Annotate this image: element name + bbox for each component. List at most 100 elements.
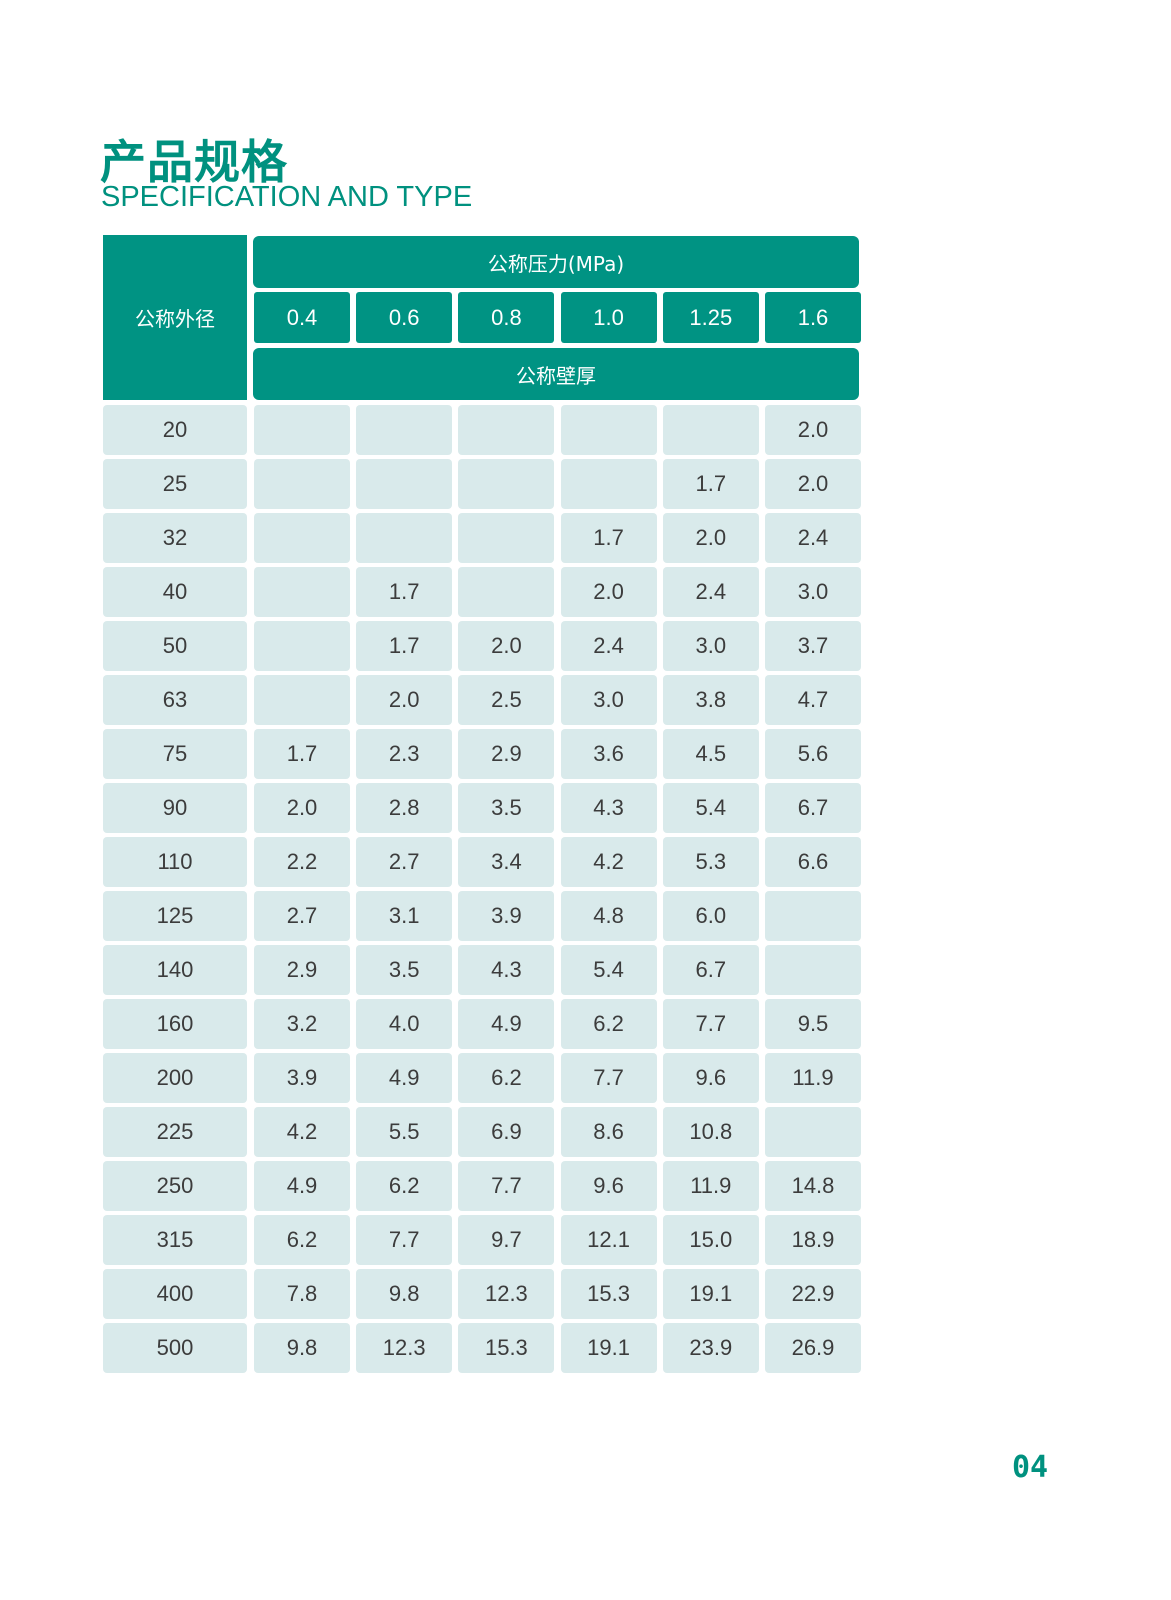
pressure-column-header: 0.4	[254, 292, 350, 343]
thickness-cell	[765, 891, 861, 941]
thickness-cell	[254, 621, 350, 671]
thickness-cell: 2.0	[560, 567, 657, 617]
thickness-cell: 1.7	[356, 621, 453, 671]
thickness-cell	[662, 405, 759, 455]
thickness-cell: 2.0	[254, 783, 350, 833]
outer-diameter-cell: 225	[103, 1107, 247, 1157]
thickness-cell: 14.8	[765, 1161, 861, 1211]
thickness-cell: 3.0	[765, 567, 861, 617]
outer-diameter-cell: 500	[103, 1323, 247, 1373]
thickness-cell: 7.7	[662, 999, 759, 1049]
page-number: 04	[1012, 1450, 1049, 1485]
outer-diameter-cell: 50	[103, 621, 247, 671]
thickness-cell: 3.9	[458, 891, 555, 941]
thickness-cell: 9.7	[458, 1215, 555, 1265]
thickness-cell: 2.7	[254, 891, 350, 941]
outer-diameter-cell: 400	[103, 1269, 247, 1319]
thickness-cell: 12.1	[560, 1215, 657, 1265]
thickness-cell: 7.7	[356, 1215, 453, 1265]
thickness-cell: 9.5	[765, 999, 861, 1049]
thickness-cell: 2.7	[356, 837, 453, 887]
thickness-cell: 2.0	[458, 621, 555, 671]
thickness-cell	[254, 675, 350, 725]
thickness-cell	[765, 1107, 861, 1157]
thickness-cell: 11.9	[662, 1161, 759, 1211]
thickness-cell: 4.9	[254, 1161, 350, 1211]
pressure-column-header: 0.8	[458, 292, 555, 343]
thickness-cell: 4.9	[356, 1053, 453, 1103]
thickness-cell: 5.4	[662, 783, 759, 833]
thickness-cell: 3.2	[254, 999, 350, 1049]
thickness-cell: 5.6	[765, 729, 861, 779]
thickness-cell	[356, 513, 453, 563]
outer-diameter-cell: 75	[103, 729, 247, 779]
thickness-cell	[458, 513, 555, 563]
thickness-cell: 4.0	[356, 999, 453, 1049]
outer-diameter-cell: 90	[103, 783, 247, 833]
outer-diameter-cell: 200	[103, 1053, 247, 1103]
outer-diameter-cell: 125	[103, 891, 247, 941]
thickness-cell: 5.5	[356, 1107, 453, 1157]
outer-diameter-cell: 20	[103, 405, 247, 455]
outer-diameter-cell: 110	[103, 837, 247, 887]
thickness-cell	[458, 405, 555, 455]
thickness-cell	[458, 459, 555, 509]
outer-diameter-cell: 160	[103, 999, 247, 1049]
thickness-cell	[356, 459, 453, 509]
thickness-cell: 3.9	[254, 1053, 350, 1103]
thickness-cell: 7.8	[254, 1269, 350, 1319]
thickness-cell: 23.9	[662, 1323, 759, 1373]
outer-diameter-cell: 32	[103, 513, 247, 563]
thickness-cell	[560, 405, 657, 455]
page-title-en: SPECIFICATION AND TYPE	[101, 181, 473, 213]
wall-thickness-header: 公称壁厚	[253, 348, 859, 400]
thickness-cell: 3.5	[458, 783, 555, 833]
thickness-cell: 5.4	[560, 945, 657, 995]
outer-diameter-cell: 315	[103, 1215, 247, 1265]
thickness-cell: 6.0	[662, 891, 759, 941]
outer-diameter-cell: 40	[103, 567, 247, 617]
thickness-cell: 4.8	[560, 891, 657, 941]
thickness-cell: 4.7	[765, 675, 861, 725]
pressure-header: 公称压力(MPa)	[253, 236, 859, 288]
pressure-column-header: 0.6	[356, 292, 453, 343]
thickness-cell: 3.4	[458, 837, 555, 887]
thickness-cell: 15.3	[560, 1269, 657, 1319]
thickness-cell: 6.7	[662, 945, 759, 995]
thickness-cell: 26.9	[765, 1323, 861, 1373]
thickness-cell	[765, 945, 861, 995]
thickness-cell: 2.4	[765, 513, 861, 563]
thickness-cell: 2.9	[254, 945, 350, 995]
thickness-cell: 3.1	[356, 891, 453, 941]
thickness-cell: 1.7	[356, 567, 453, 617]
thickness-cell: 4.5	[662, 729, 759, 779]
thickness-cell: 2.0	[765, 459, 861, 509]
thickness-cell: 2.4	[560, 621, 657, 671]
thickness-cell: 10.8	[662, 1107, 759, 1157]
thickness-cell: 4.2	[254, 1107, 350, 1157]
thickness-cell: 6.2	[560, 999, 657, 1049]
thickness-cell: 9.8	[254, 1323, 350, 1373]
thickness-cell	[356, 405, 453, 455]
page-title-cn: 产品规格	[100, 135, 288, 189]
thickness-cell: 4.9	[458, 999, 555, 1049]
thickness-cell: 9.8	[356, 1269, 453, 1319]
thickness-cell: 9.6	[560, 1161, 657, 1211]
thickness-cell: 18.9	[765, 1215, 861, 1265]
thickness-cell	[560, 459, 657, 509]
thickness-cell: 2.9	[458, 729, 555, 779]
thickness-cell: 7.7	[458, 1161, 555, 1211]
thickness-cell	[458, 567, 555, 617]
thickness-cell: 6.9	[458, 1107, 555, 1157]
thickness-cell: 12.3	[458, 1269, 555, 1319]
thickness-cell: 19.1	[560, 1323, 657, 1373]
thickness-cell: 2.5	[458, 675, 555, 725]
pressure-column-header: 1.0	[560, 292, 657, 343]
thickness-cell: 2.8	[356, 783, 453, 833]
outer-diameter-header: 公称外径	[103, 235, 247, 400]
thickness-cell: 11.9	[765, 1053, 861, 1103]
thickness-cell: 2.4	[662, 567, 759, 617]
outer-diameter-cell: 140	[103, 945, 247, 995]
thickness-cell: 1.7	[662, 459, 759, 509]
thickness-cell: 3.6	[560, 729, 657, 779]
